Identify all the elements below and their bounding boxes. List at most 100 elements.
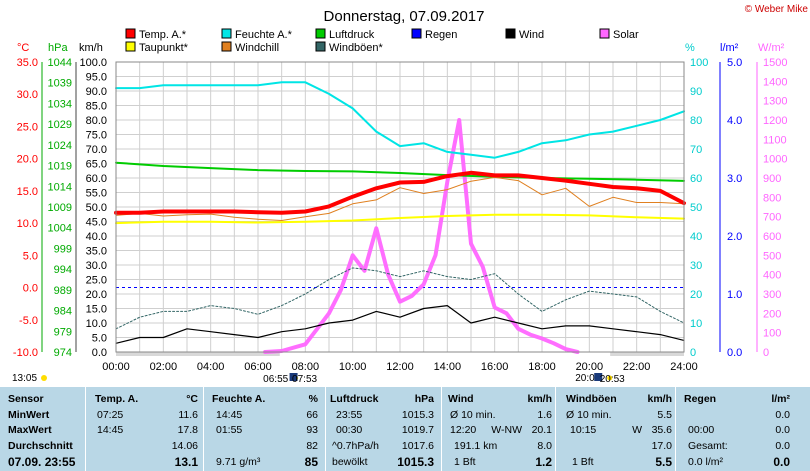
max-temp-value: 17.8 <box>177 424 198 436</box>
wind-axis-tick: 0.0 <box>92 347 107 359</box>
chart-legend: Temp. A.* Feuchte A.* Luftdruck Regen Wind So… <box>125 28 639 54</box>
row-avg-label: Durchschnitt <box>8 440 73 452</box>
temp-axis-tick: 15.0 <box>17 186 38 198</box>
axis-headers: °C hPa km/h% l/m² W/m² <box>17 42 785 54</box>
temp-axis-tick: 25.0 <box>17 121 38 133</box>
solar-axis-tick: 1100 <box>763 134 787 146</box>
now-rain-value: 0.0 <box>773 455 790 469</box>
header-gust-unit: km/h <box>647 393 672 405</box>
max-gust-value: 35.6 <box>651 424 672 436</box>
wind-axis-tick: 95.0 <box>86 72 107 84</box>
solar-axis-tick: 900 <box>763 173 781 185</box>
table-separator <box>441 387 442 471</box>
pressure-axis-tick: 984 <box>54 306 72 318</box>
wind-axis-tick: 5.0 <box>92 333 107 345</box>
header-temp-unit: °C <box>186 393 198 405</box>
wind-axis-label: km/h <box>79 42 103 54</box>
temp-axis-tick: 30.0 <box>17 89 38 101</box>
wind-axis-tick: 65.0 <box>86 159 107 171</box>
solar-axis-tick: 200 <box>763 308 781 320</box>
max-wind-direction: W-NW <box>491 424 522 436</box>
x-axis-tick: 02:00 <box>150 361 178 373</box>
header-humidity: Feuchte A. <box>212 393 266 405</box>
wind-axis-tick: 45.0 <box>86 217 107 229</box>
rain-axis-label: l/m² <box>720 42 739 54</box>
sunset-label: 20:01 <box>575 373 600 384</box>
rain-axis-tick: 4.0 <box>727 115 742 127</box>
wind-axis-tick: 10.0 <box>86 318 107 330</box>
temp-axis-tick: 20.0 <box>17 154 38 166</box>
max-pressure-value: 1019.7 <box>401 424 434 436</box>
avg-temp-value: 14.06 <box>171 440 198 452</box>
pressure-axis-tick: 1004 <box>48 223 72 235</box>
solar-axis-tick: 500 <box>763 250 781 262</box>
min-gust-value: 5.5 <box>657 409 672 421</box>
sun-icon <box>41 375 47 381</box>
x-axis-tick: 04:00 <box>197 361 225 373</box>
x-axis-tick: 16:00 <box>481 361 509 373</box>
solar-axis-label: W/m² <box>758 42 785 54</box>
temp-axis-tick: 35.0 <box>17 57 38 69</box>
table-separator <box>675 387 676 471</box>
humidity-axis-tick: 100 <box>690 57 708 69</box>
sunrise-icon <box>289 373 298 381</box>
sunset-civil-label: 20:53 <box>600 374 625 385</box>
now-temp-value: 13.1 <box>174 455 198 469</box>
wind-axis-tick: 55.0 <box>86 188 107 200</box>
series-luftdruck <box>115 161 685 182</box>
header-gust: Windböen <box>566 393 617 405</box>
series-wind <box>115 305 685 344</box>
legend-label-0: Temp. A.* <box>139 29 187 41</box>
humidity-axis-tick: 90 <box>690 86 702 98</box>
avg-gust-value: 17.0 <box>651 440 672 452</box>
wind-axis-tick: 40.0 <box>86 231 107 243</box>
x-axis-tick: 24:00 <box>670 361 698 373</box>
table-separator <box>325 387 326 471</box>
pressure-axis-tick: 1024 <box>48 140 72 152</box>
wind-axis-tick: 25.0 <box>86 275 107 287</box>
rain-axis-tick: 0.0 <box>727 347 742 359</box>
pressure-axis-tick: 1009 <box>48 202 72 214</box>
legend-swatch-4 <box>505 28 516 39</box>
legend-label-2: Luftdruck <box>329 29 375 41</box>
wind-axis-tick: 80.0 <box>86 115 107 127</box>
x-axis-tick: 14:00 <box>434 361 462 373</box>
wind-axis-tick: 60.0 <box>86 173 107 185</box>
now-wind-bft: 1 Bft <box>454 456 476 468</box>
header-pressure: Luftdruck <box>330 393 379 405</box>
max-rain-time: 00:00 <box>688 424 715 436</box>
wind-axis-tick: 15.0 <box>86 304 107 316</box>
solar-axis-tick: 0 <box>763 347 769 359</box>
wind-axis-tick: 30.0 <box>86 260 107 272</box>
temp-axis-tick: 0.0 <box>23 283 38 295</box>
wind-axis-tick: 20.0 <box>86 289 107 301</box>
now-rain-label: 0.0 l/m² <box>688 456 724 468</box>
legend-swatch-1 <box>221 28 232 39</box>
series-solar <box>263 118 580 354</box>
legend-label-5: Solar <box>613 29 639 41</box>
max-temp-time: 14:45 <box>97 424 124 436</box>
wind-axis-tick: 70.0 <box>86 144 107 156</box>
max-humidity-time: 01:55 <box>216 424 243 436</box>
header-wind: Wind <box>448 393 474 405</box>
series-taupunkt <box>115 213 685 225</box>
pressure-axis-tick: 1019 <box>48 161 72 173</box>
rain-axis-tick: 2.0 <box>727 231 742 243</box>
temp-axis-tick: -10.0 <box>13 347 38 359</box>
row-min-label: MinWert <box>8 409 50 421</box>
min-rain-value: 0.0 <box>775 409 790 421</box>
header-rain-unit: l/m² <box>771 393 790 405</box>
rain-axis-tick: 1.0 <box>727 289 742 301</box>
min-pressure-value: 1015.3 <box>401 409 434 421</box>
now-weather-label: bewölkt <box>332 456 368 468</box>
min-wind-value: 1.6 <box>537 409 552 421</box>
header-wind-unit: km/h <box>527 393 552 405</box>
max-pressure-time: 00:30 <box>336 424 363 436</box>
solar-axis-tick: 800 <box>763 192 781 204</box>
max-rain-value: 0.0 <box>775 424 790 436</box>
now-humidity-value: 85 <box>304 455 318 469</box>
temp-axis-tick: 5.0 <box>23 250 38 262</box>
max-humidity-value: 93 <box>306 424 318 436</box>
header-temp: Temp. A. <box>95 393 139 405</box>
solar-axis-tick: 400 <box>763 270 781 282</box>
